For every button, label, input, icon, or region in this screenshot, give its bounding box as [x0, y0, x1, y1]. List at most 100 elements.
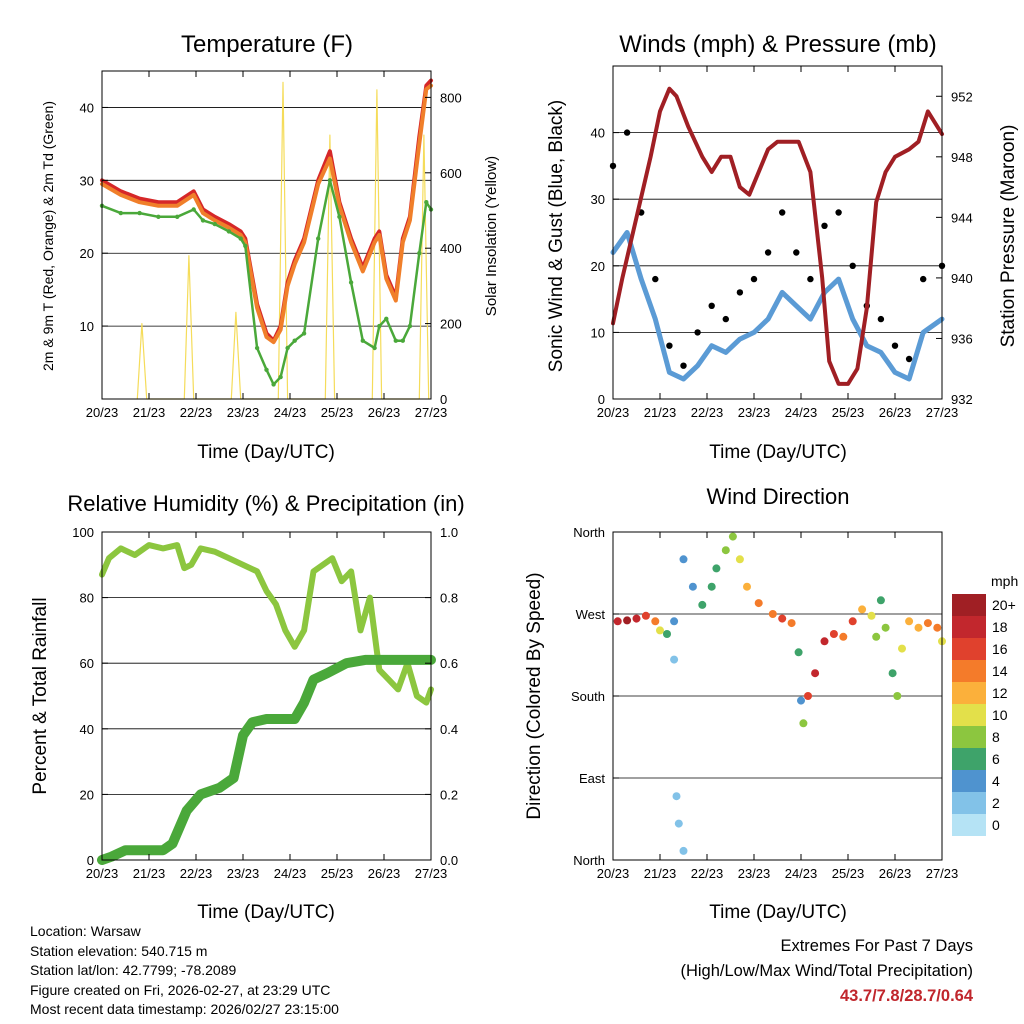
y2-tick-label: 944: [951, 210, 973, 225]
direction-point: [674, 819, 683, 828]
extremes-subheading: (High/Low/Max Wind/Total Precipitation): [680, 962, 973, 980]
dewpoint-point: [424, 200, 429, 205]
y2-tick-label: 200: [440, 317, 462, 332]
dewpoint-line: [100, 179, 433, 386]
gust-point: [764, 249, 772, 256]
y2-tick-label: 932: [951, 392, 973, 407]
dewpoint-point: [226, 229, 232, 234]
dewpoint-point: [278, 374, 283, 380]
legend-swatch: [952, 770, 986, 792]
gust-point: [750, 275, 758, 283]
legend-swatch: [952, 704, 986, 726]
direction-point: [698, 600, 707, 609]
gust-point: [708, 302, 715, 309]
humidity-xlabel: Time (Day/UTC): [197, 902, 335, 923]
x-tick-label: 27/23: [415, 866, 448, 881]
direction-point: [804, 692, 812, 700]
gust-point: [680, 362, 687, 369]
humidity-x-ticks: 20/23 21/23 22/23 23/23 24/23 25/23 26/23 27/23: [86, 532, 448, 881]
x-tick-label: 24/23: [274, 405, 307, 420]
direction-point: [670, 655, 679, 664]
direction-point: [754, 599, 763, 608]
t9m-line: [100, 83, 433, 345]
legend-swatch: [952, 792, 986, 814]
dewpoint-point: [264, 367, 269, 372]
direction-point: [787, 619, 796, 628]
direction-y-ticks: North East South West North: [571, 525, 619, 868]
y-tick-label: East: [579, 771, 605, 786]
y2-tick-label: 1.0: [440, 525, 458, 540]
dewpoint-point: [243, 243, 248, 249]
x-tick-label: 26/23: [368, 866, 401, 881]
humidity-y2-ticks: 0.0 0.2 0.4 0.6 0.8 1.0: [425, 525, 458, 868]
legend-label: 4: [992, 773, 1000, 789]
x-tick-label: 24/23: [785, 405, 818, 420]
legend-label: 20+: [992, 597, 1016, 613]
x-tick-label: 23/23: [227, 866, 260, 881]
dewpoint-point: [348, 280, 354, 285]
y2-tick-label: 936: [951, 331, 973, 346]
gust-point: [736, 289, 744, 296]
legend-swatch: [952, 726, 986, 748]
direction-point: [679, 846, 688, 855]
figure-created: Figure created on Fri, 2026-02-27, at 23…: [30, 981, 331, 998]
dewpoint-point: [407, 323, 413, 329]
y-tick-label: North: [573, 525, 605, 540]
y2-tick-label: 948: [951, 150, 973, 165]
station-pressure-line: [611, 86, 944, 386]
x-tick-label: 21/23: [133, 866, 166, 881]
gust-point: [652, 275, 659, 283]
direction-point: [794, 648, 803, 657]
dewpoint-point: [292, 338, 297, 343]
x-tick-label: 27/23: [926, 866, 959, 881]
y-tick-label: South: [571, 689, 605, 704]
y-tick-label: 30: [80, 173, 94, 188]
x-tick-label: 20/23: [86, 405, 119, 420]
x-tick-label: 21/23: [644, 866, 677, 881]
relative-humidity-line: [99, 542, 434, 706]
direction-point: [721, 546, 730, 555]
station-info: Location: Warsaw Station elevation: 540.…: [30, 922, 339, 1020]
dewpoint-point: [285, 345, 290, 351]
y2-tick-label: 952: [951, 89, 973, 104]
direction-point: [820, 637, 829, 646]
x-tick-label: 27/23: [415, 405, 448, 420]
y-tick-label: 100: [72, 525, 94, 540]
direction-point: [778, 614, 787, 623]
direction-point: [679, 555, 688, 564]
x-tick-label: 20/23: [86, 866, 119, 881]
y-tick-label: 10: [591, 325, 605, 340]
direction-point: [613, 617, 622, 626]
legend-label: 16: [992, 641, 1008, 657]
direction-point: [768, 610, 777, 618]
x-tick-label: 23/23: [227, 405, 260, 420]
dewpoint-point: [360, 338, 365, 343]
humidity-panel: Relative Humidity (%) & Precipitation (i…: [30, 491, 465, 923]
x-tick-label: 25/23: [832, 866, 865, 881]
solar-insolation-line: [136, 81, 430, 400]
temperature-y2-ticks: 0 200 400 600 800: [425, 90, 462, 407]
dewpoint-point: [393, 338, 398, 343]
humidity-y-ticks: 0 20 40 60 80 100: [72, 525, 108, 868]
direction-point: [797, 696, 805, 705]
direction-point: [888, 669, 897, 678]
y-tick-label: 40: [591, 126, 605, 141]
legend-swatch: [952, 660, 986, 682]
winds-title: Winds (mph) & Pressure (mb): [619, 31, 936, 58]
y2-tick-label: 0.6: [440, 656, 458, 671]
x-tick-label: 25/23: [321, 405, 354, 420]
x-tick-label: 20/23: [597, 866, 630, 881]
direction-series: [613, 532, 946, 855]
temperature-y2label: Solar Insolation (Yellow): [483, 156, 500, 316]
direction-gridlines: [613, 613, 942, 779]
gust-point: [666, 342, 673, 349]
y-tick-label: West: [576, 607, 606, 622]
precipitation-line: [97, 654, 436, 865]
dewpoint-point: [191, 207, 196, 212]
direction-point: [799, 719, 808, 728]
x-tick-label: 26/23: [879, 866, 912, 881]
dewpoint-point: [118, 210, 124, 216]
winds-plot-frame: [612, 65, 943, 400]
winds-x-ticks: 20/23 21/23 22/23 23/23 24/23 25/23 26/23 27/23: [597, 66, 958, 420]
